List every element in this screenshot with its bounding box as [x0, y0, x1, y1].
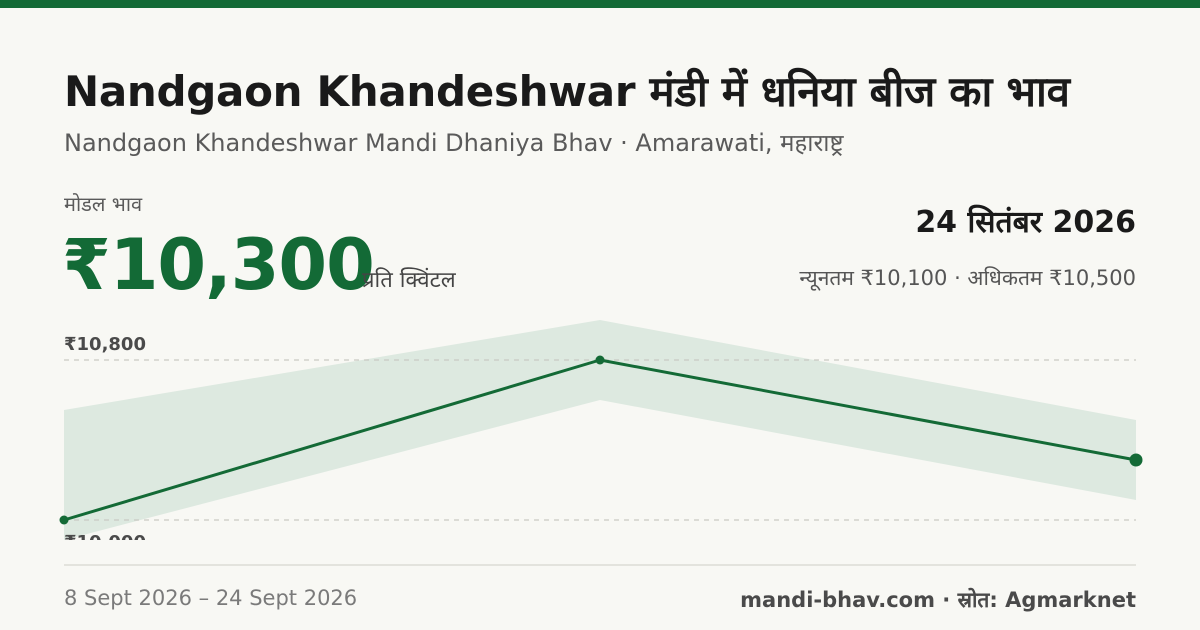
footer-divider	[64, 564, 1136, 566]
price-chart: ₹10,000 ₹10,800	[59, 320, 1143, 540]
point-layer	[59, 355, 1143, 525]
min-max-band	[64, 320, 1136, 540]
modal-price-label: मोडल भाव	[64, 192, 143, 216]
price-unit: प्रति क्विंटल	[362, 268, 456, 293]
data-point-0	[59, 515, 69, 525]
grid-layer	[64, 359, 1136, 521]
data-point-1	[595, 355, 605, 365]
band-layer	[64, 320, 1136, 540]
page-title: Nandgaon Khandeshwar मंडी में धनिया बीज …	[64, 67, 1070, 116]
data-point-2	[1129, 453, 1143, 467]
price-date: 24 सितंबर 2026	[915, 205, 1136, 240]
page-subtitle: Nandgaon Khandeshwar Mandi Dhaniya Bhav …	[64, 129, 844, 157]
top-accent-bar	[0, 0, 1200, 8]
label-layer: ₹10,000 ₹10,800	[64, 334, 146, 540]
y-tick-label-1: ₹10,800	[64, 334, 146, 355]
modal-price-value: ₹10,300	[62, 224, 375, 306]
source-credit: mandi-bhav.com · स्रोत: Agmarknet	[740, 588, 1136, 612]
date-range: 8 Sept 2026 – 24 Sept 2026	[64, 586, 358, 610]
y-tick-label-0: ₹10,000	[64, 532, 146, 540]
min-max-range: न्यूनतम ₹10,100 · अधिकतम ₹10,500	[799, 266, 1136, 290]
